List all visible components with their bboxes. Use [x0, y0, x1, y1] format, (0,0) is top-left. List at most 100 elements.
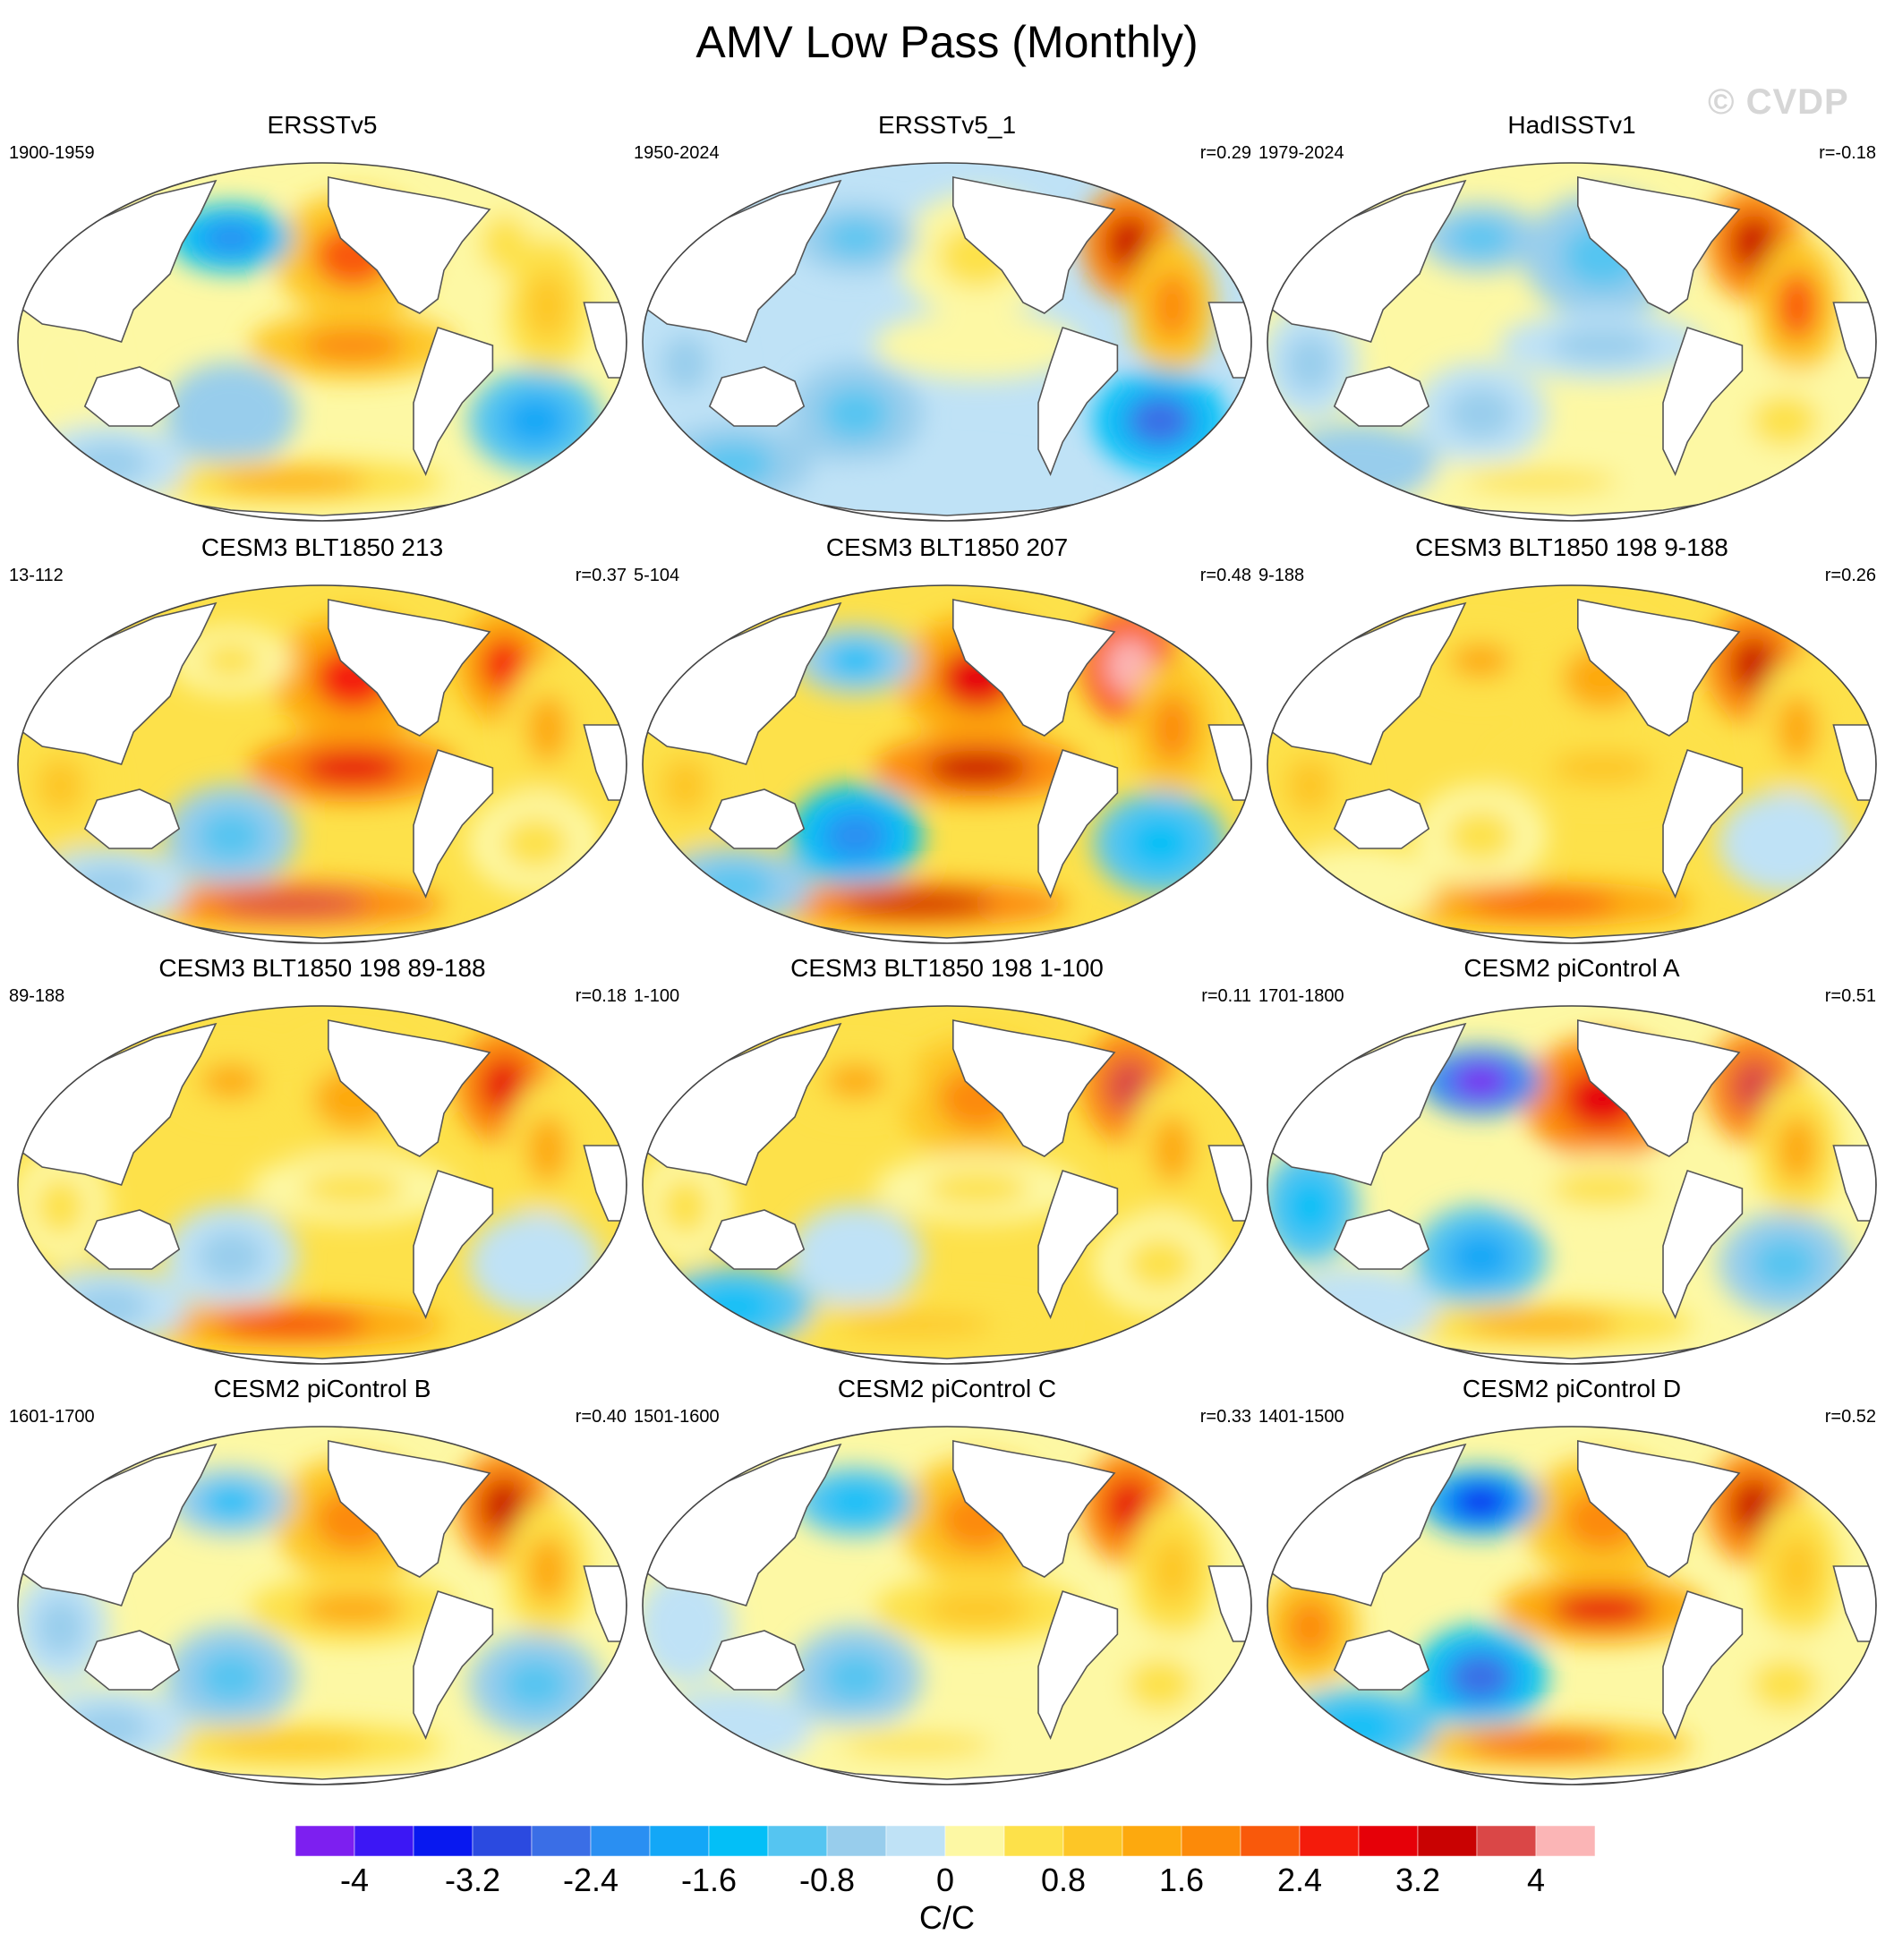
- continent-asia: [1267, 1022, 1467, 1186]
- colorbar-swatch: [1535, 1826, 1596, 1857]
- continent-northamerica: [328, 1440, 491, 1578]
- continent-australia: [83, 1630, 181, 1691]
- colorbar-swatch: [295, 1826, 355, 1857]
- anomaly-blob: [1775, 271, 1819, 341]
- map-panel: ERSSTv5 1900-1959: [9, 111, 636, 532]
- colorbar-tick-label: 0.8: [1040, 1862, 1087, 1898]
- anomaly-blob: [197, 810, 265, 862]
- anomaly-map: [17, 1005, 627, 1365]
- colorbar-swatch: [354, 1826, 414, 1857]
- anomaly-map: [1267, 584, 1877, 944]
- anomaly-blob: [1285, 335, 1335, 392]
- anomaly-blob: [36, 757, 85, 814]
- panel-correlation: r=0.18: [575, 986, 627, 1006]
- colorbar-swatch: [708, 1826, 769, 1857]
- colorbar-swatch: [1122, 1826, 1182, 1857]
- colorbar-swatch: [1062, 1826, 1123, 1857]
- anomaly-blob: [1775, 694, 1819, 763]
- colorbar-swatch: [1299, 1826, 1360, 1857]
- map-outline: [642, 162, 1252, 522]
- colorbar-swatch: [1003, 1826, 1064, 1857]
- panel-period: 1401-1500: [1258, 1407, 1344, 1427]
- colorbar-tick-label: -4: [339, 1862, 369, 1898]
- panel-correlation: r=-0.18: [1819, 143, 1876, 163]
- continent-asia: [643, 179, 842, 343]
- map-panel: CESM2 piControl D 1401-1500 r=0.52: [1258, 1375, 1885, 1795]
- anomaly-map: [17, 1426, 627, 1785]
- anomaly-blob: [694, 1286, 774, 1327]
- continent-australia: [708, 788, 806, 849]
- panel-correlation: r=0.37: [575, 566, 627, 585]
- panel-title: CESM2 piControl B: [213, 1375, 431, 1402]
- continent-asia: [643, 1443, 842, 1606]
- anomaly-blob: [301, 1171, 405, 1206]
- panel-correlation: r=0.40: [575, 1407, 627, 1427]
- panel-title: CESM3 BLT1850 198 9-188: [1415, 533, 1728, 561]
- anomaly-blob: [1729, 1479, 1779, 1536]
- anomaly-blob: [1318, 1707, 1399, 1748]
- colorbar-units: C/C: [919, 1899, 975, 1936]
- anomaly-blob: [1126, 1238, 1194, 1290]
- map-outline: [17, 584, 627, 944]
- panel-title: CESM3 BLT1850 198 1-100: [790, 954, 1104, 982]
- continent-australia: [1333, 788, 1430, 849]
- map-panel: CESM2 piControl A 1701-1800 r=0.51: [1258, 954, 1885, 1375]
- anomaly-blob: [694, 443, 774, 484]
- continent-australia: [708, 1209, 806, 1270]
- anomaly-blob: [825, 1484, 886, 1520]
- anomaly-blob: [501, 817, 569, 869]
- continent-asia: [18, 1443, 218, 1606]
- anomaly-blob: [822, 1651, 890, 1703]
- anomaly-blob: [1285, 1598, 1335, 1656]
- colorbar-swatch: [1476, 1826, 1537, 1857]
- map-outline: [642, 1426, 1252, 1785]
- continent-asia: [1267, 179, 1467, 343]
- anomaly-blob: [661, 1178, 710, 1235]
- colorbar-swatch: [472, 1826, 533, 1857]
- colorbar-swatch: [1417, 1826, 1478, 1857]
- anomaly-blob: [926, 750, 1029, 786]
- continent-australia: [1333, 1630, 1430, 1691]
- anomaly-blob: [1150, 271, 1194, 341]
- anomaly-blob: [69, 1707, 149, 1748]
- anomaly-blob: [1126, 395, 1194, 447]
- anomaly-blob: [1729, 1058, 1779, 1115]
- anomaly-blob: [197, 1651, 265, 1703]
- map-outline: [1267, 1005, 1877, 1365]
- continent-southamerica: [1662, 1169, 1744, 1320]
- anomaly-blob: [1751, 817, 1819, 869]
- map-panel: CESM3 BLT1850 198 9-188 9-188 r=0.26: [1258, 533, 1885, 954]
- anomaly-map: [642, 1005, 1252, 1365]
- continent-southamerica: [1037, 748, 1119, 899]
- anomaly-blob: [1751, 1658, 1819, 1710]
- map-outline: [642, 584, 1252, 944]
- panel-title: CESM3 BLT1850 198 89-188: [158, 954, 486, 982]
- panel-period: 89-188: [9, 986, 65, 1006]
- panel-correlation: r=0.26: [1824, 566, 1876, 585]
- colorbar-swatch: [531, 1826, 592, 1857]
- colorbar-swatch: [590, 1826, 651, 1857]
- continent-southamerica: [1037, 326, 1119, 477]
- anomaly-map: [17, 162, 627, 522]
- continent-asia: [643, 601, 842, 765]
- anomaly-blob: [69, 443, 149, 484]
- cvdp-watermark: © CVDP: [1708, 82, 1849, 122]
- anomaly-blob: [1450, 643, 1511, 678]
- anomaly-blob: [36, 335, 85, 392]
- anomaly-blob: [825, 220, 886, 256]
- map-outline: [17, 1426, 627, 1785]
- panel-correlation: r=0.51: [1824, 986, 1876, 1006]
- colorbar-swatch: [885, 1826, 946, 1857]
- map-panel: CESM3 BLT1850 198 1-100 1-100 r=0.11: [634, 954, 1260, 1375]
- anomaly-blob: [216, 1734, 368, 1757]
- anomaly-blob: [926, 328, 1029, 363]
- anomaly-blob: [1465, 1734, 1617, 1757]
- colorbar-swatch: [1181, 1826, 1241, 1857]
- anomaly-blob: [1450, 220, 1511, 256]
- colorbar-tick-label: 3.2: [1395, 1862, 1441, 1898]
- anomaly-blob: [200, 1063, 261, 1099]
- anomaly-blob: [216, 892, 368, 916]
- anomaly-blob: [480, 1058, 530, 1115]
- colorbar-swatch: [767, 1826, 828, 1857]
- colorbar-tick-label: 1.6: [1158, 1862, 1205, 1898]
